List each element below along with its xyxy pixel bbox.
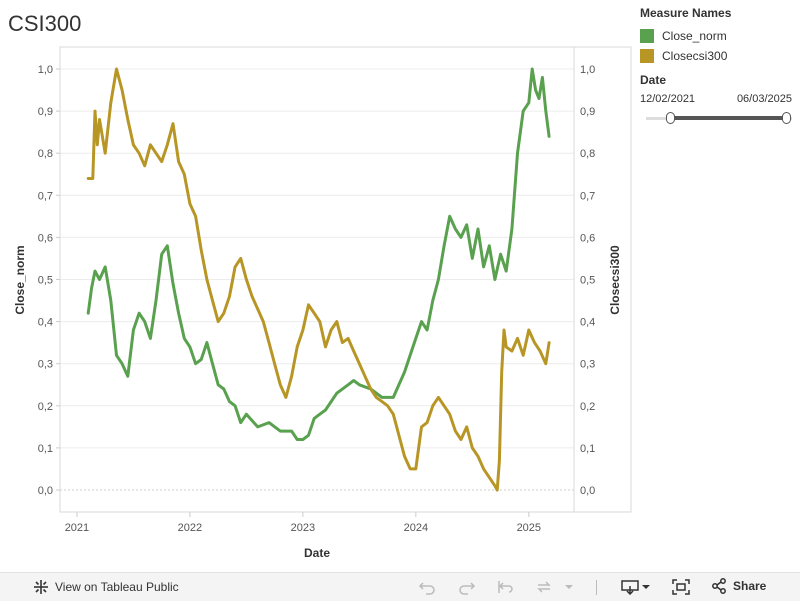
chevron-down-icon[interactable] bbox=[563, 579, 575, 595]
filter-start-date[interactable]: 12/02/2021 bbox=[640, 93, 696, 105]
left-axis-ticks: 0,0 0,1 0,2 0,3 0,4 0,5 0,6 0,7 0,8 0,9 1,0 bbox=[38, 64, 60, 497]
legend-swatch bbox=[640, 49, 654, 63]
y-tick-label-right: 0,1 bbox=[580, 443, 595, 455]
toolbar-divider bbox=[596, 580, 597, 595]
redo-icon[interactable] bbox=[458, 579, 476, 595]
x-axis-ticks: 2021 2022 2023 2024 2025 bbox=[65, 512, 541, 534]
slider-end-handle[interactable] bbox=[782, 112, 791, 124]
grid-lines bbox=[60, 68, 574, 491]
filter-end-date[interactable]: 06/03/2025 bbox=[736, 93, 792, 105]
legend-swatch bbox=[640, 29, 654, 43]
x-tick-label: 2024 bbox=[404, 522, 428, 534]
filter-title: Date bbox=[640, 73, 667, 87]
series-line-close-norm[interactable] bbox=[86, 67, 551, 441]
legend-label: Closecsi300 bbox=[662, 49, 728, 63]
y-tick-label-left: 0,1 bbox=[38, 443, 53, 455]
y-tick-label-right: 0,5 bbox=[580, 275, 595, 287]
y-tick-label-left: 0,0 bbox=[38, 485, 53, 497]
tableau-logo-icon bbox=[34, 580, 48, 594]
y-tick-label-left: 0,2 bbox=[38, 401, 53, 413]
y-tick-label-left: 0,3 bbox=[38, 359, 53, 371]
y-tick-label-right: 0,3 bbox=[580, 359, 595, 371]
y-axis-label-left: Close_norm bbox=[13, 245, 27, 314]
y-tick-label-right: 0,8 bbox=[580, 148, 595, 160]
view-on-tableau-label: View on Tableau Public bbox=[55, 580, 179, 594]
date-filter: Date 12/02/2021 06/03/2025 bbox=[640, 73, 800, 125]
y-tick-label-right: 0,0 bbox=[580, 485, 595, 497]
x-tick-label: 2022 bbox=[178, 522, 202, 534]
share-label: Share bbox=[733, 579, 767, 593]
y-tick-label-left: 0,5 bbox=[38, 275, 53, 287]
legend-item-close-norm[interactable]: Close_norm bbox=[640, 26, 800, 46]
y-tick-label-left: 0,4 bbox=[38, 317, 53, 329]
legend-label: Close_norm bbox=[662, 29, 727, 43]
slider-range-fill bbox=[670, 116, 786, 120]
legend-item-closecsi300[interactable]: Closecsi300 bbox=[640, 46, 800, 66]
fullscreen-icon[interactable] bbox=[672, 579, 690, 595]
tableau-toolbar: View on Tableau Public Share bbox=[0, 572, 800, 601]
y-tick-label-right: 0,6 bbox=[580, 232, 595, 244]
y-axis-label-right: Closecsi300 bbox=[608, 245, 622, 315]
x-tick-label: 2025 bbox=[517, 522, 541, 534]
y-tick-label-left: 0,8 bbox=[38, 148, 53, 160]
download-icon[interactable] bbox=[621, 579, 639, 595]
chart-title: CSI300 bbox=[8, 11, 82, 36]
x-axis-label: Date bbox=[304, 546, 330, 560]
series-lines[interactable] bbox=[86, 67, 551, 492]
y-tick-label-right: 0,7 bbox=[580, 190, 595, 202]
legend: Measure Names Close_norm Closecsi300 bbox=[640, 6, 800, 66]
y-tick-label-right: 0,4 bbox=[580, 317, 595, 329]
line-chart[interactable]: 0,0 0,1 0,2 0,3 0,4 0,5 0,6 0,7 0,8 0,9 1,0 0,0 0,1… bbox=[0, 0, 636, 572]
slider-start-handle[interactable] bbox=[666, 112, 675, 124]
date-range-slider[interactable] bbox=[646, 111, 792, 125]
y-tick-label-left: 0,6 bbox=[38, 232, 53, 244]
right-axis-ticks: 0,0 0,1 0,2 0,3 0,4 0,5 0,6 0,7 0,8 0,9 1,0 bbox=[580, 64, 595, 497]
view-on-tableau-link[interactable]: View on Tableau Public bbox=[33, 579, 179, 595]
y-tick-label-left: 0,7 bbox=[38, 190, 53, 202]
chevron-down-icon[interactable] bbox=[640, 579, 652, 595]
y-tick-label-right: 1,0 bbox=[580, 64, 595, 76]
x-tick-label: 2021 bbox=[65, 522, 89, 534]
undo-icon[interactable] bbox=[418, 579, 436, 595]
legend-title: Measure Names bbox=[640, 6, 732, 20]
y-tick-label-left: 1,0 bbox=[38, 64, 53, 76]
share-icon bbox=[712, 578, 726, 594]
series-line-closecsi300[interactable] bbox=[86, 67, 551, 492]
y-tick-label-right: 0,9 bbox=[580, 106, 595, 118]
revert-icon[interactable] bbox=[497, 579, 515, 595]
share-button[interactable]: Share bbox=[711, 578, 766, 594]
y-tick-label-left: 0,9 bbox=[38, 106, 53, 118]
y-tick-label-right: 0,2 bbox=[580, 401, 595, 413]
refresh-icon[interactable] bbox=[535, 579, 553, 595]
x-tick-label: 2023 bbox=[291, 522, 315, 534]
